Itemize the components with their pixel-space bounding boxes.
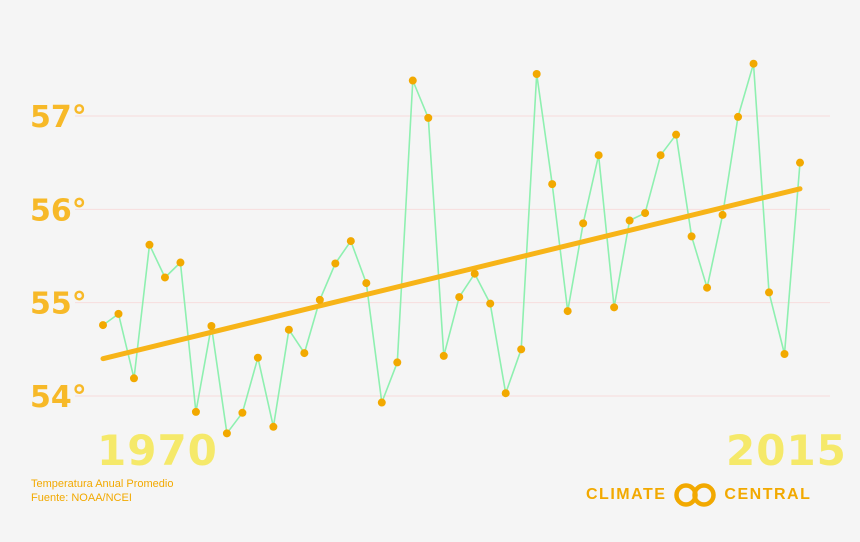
linked-rings-icon [674,483,717,507]
data-point [486,299,495,308]
data-point [393,358,402,367]
data-point [796,158,804,167]
data-point [331,259,340,268]
logo-text-right: CENTRAL [724,486,812,503]
data-point [765,288,774,297]
trend-line-group [100,186,803,362]
data-point [532,70,541,78]
data-point [455,293,464,302]
trend-line [100,186,803,362]
data-point [160,273,169,282]
caption-source: Fuente: NOAA/NCEI [31,492,132,504]
climate-central-logo: CLIMATE CENTRAL [586,482,811,508]
data-points [99,59,804,438]
data-point [610,303,619,312]
y-axis-tick-labels: 54° 55° 56° 57° [30,100,87,415]
data-point [191,407,200,416]
data-point [284,325,293,334]
data-point [470,269,479,278]
data-point [439,351,448,360]
data-point [315,295,324,304]
data-point [594,151,603,160]
caption-title: Temperatura Anual Promedio [31,478,174,490]
series-line-group [102,62,801,435]
data-point [501,389,510,398]
start-year-label: 1970 [97,426,218,475]
data-point [718,210,727,219]
data-point [703,283,712,292]
data-point [579,219,588,228]
data-point [780,350,789,358]
data-point [207,322,216,330]
y-tick-label: 56° [30,193,87,228]
data-point [253,353,262,362]
data-point [362,279,371,288]
data-point [656,151,665,160]
data-point [238,408,247,417]
data-point [346,237,355,246]
data-point [548,180,557,189]
data-point [424,113,433,122]
data-point [129,374,138,383]
data-point [517,345,526,354]
data-point [269,422,278,431]
data-point [687,232,696,241]
data-point [625,216,634,225]
end-year-label: 2015 [726,426,847,475]
data-point [176,258,185,267]
data-point [145,240,154,249]
data-point [672,130,681,139]
data-point [114,309,123,318]
y-tick-label: 54° [30,380,87,415]
y-tick-label: 55° [30,287,87,322]
data-point [300,349,309,358]
data-point [734,112,743,121]
data-point [222,429,231,438]
data-point [641,209,650,218]
data-point [408,76,417,85]
logo-text-left: CLIMATE [586,486,667,503]
y-tick-label: 57° [30,100,87,135]
data-point [377,398,386,407]
grid-lines [75,115,830,397]
series-line [102,62,801,435]
data-point [749,59,758,68]
data-point [563,307,572,316]
data-point [99,321,107,330]
